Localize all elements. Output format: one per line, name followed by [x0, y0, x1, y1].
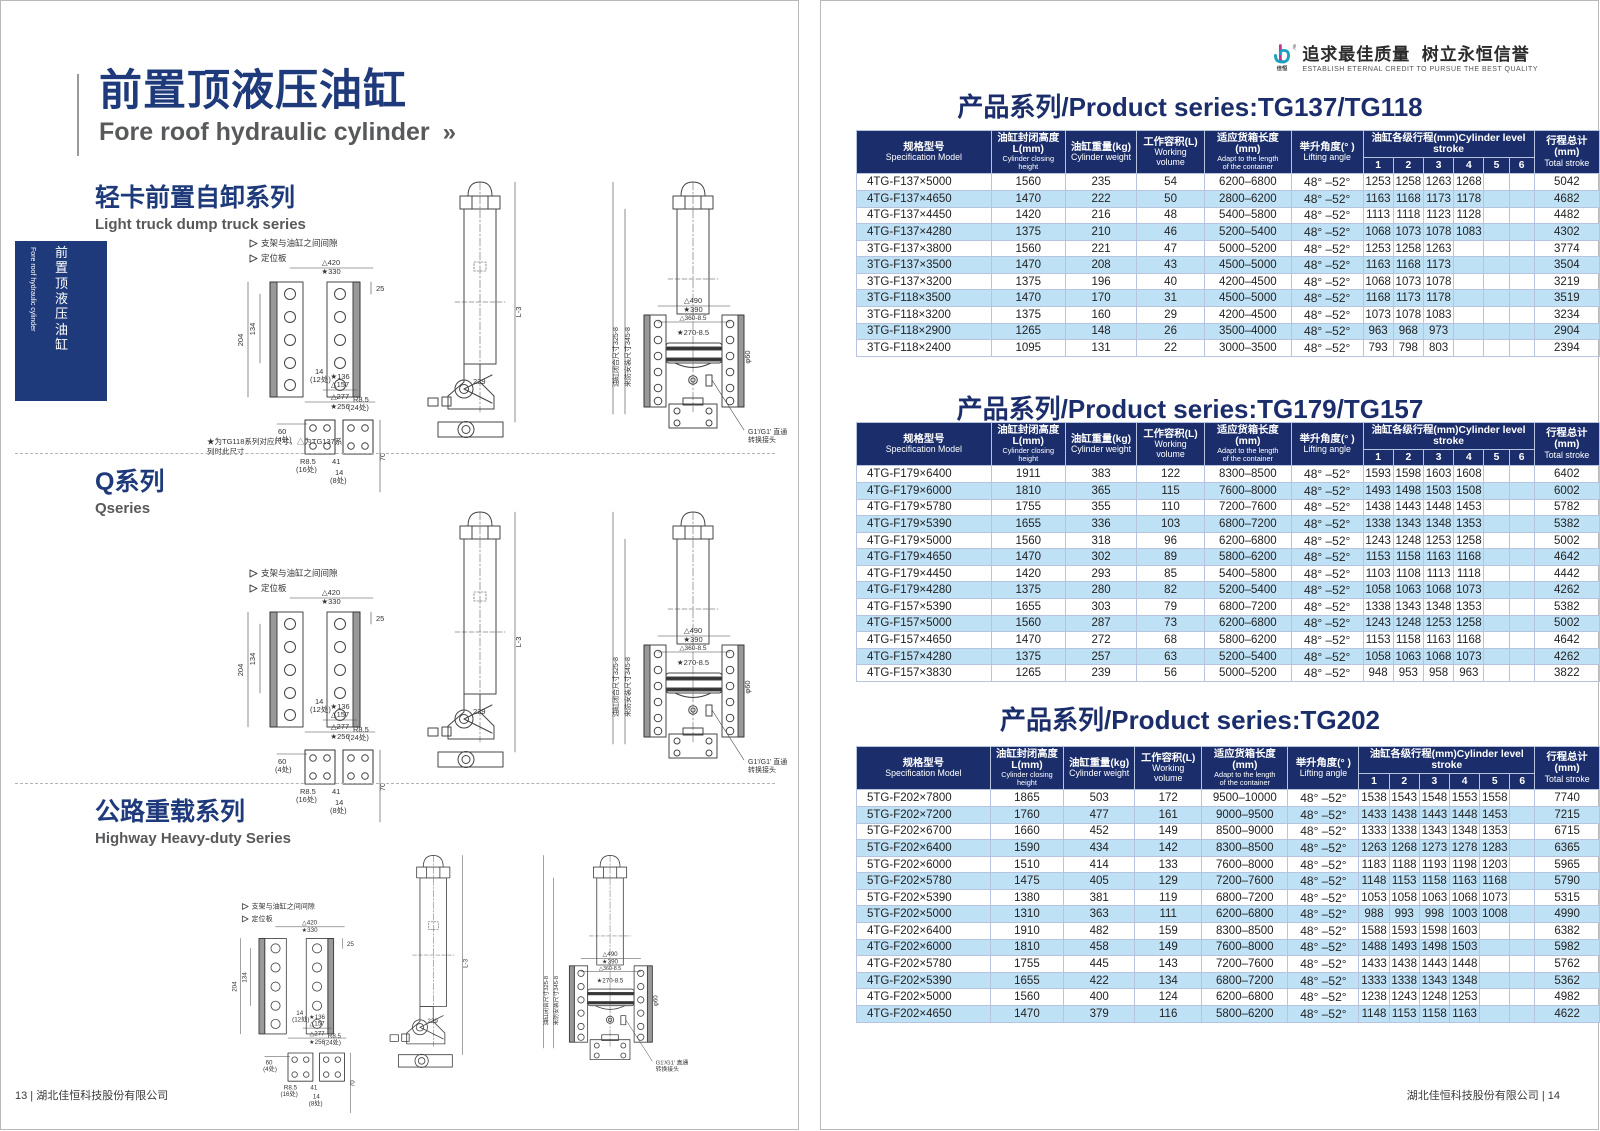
svg-text:来防安装尺寸345-8: 来防安装尺寸345-8 — [623, 327, 632, 387]
svg-text:★256: ★256 — [309, 1039, 325, 1046]
svg-text:△490: △490 — [684, 296, 702, 305]
svg-text:列时此尺寸: 列时此尺寸 — [207, 446, 245, 456]
svg-text:41: 41 — [332, 787, 340, 796]
svg-text:G1'/G1' 直通: G1'/G1' 直通 — [748, 427, 787, 436]
svg-text:△360-8.5: △360-8.5 — [599, 966, 621, 972]
svg-text:油缸闭合尺寸325-8: 油缸闭合尺寸325-8 — [542, 976, 550, 1026]
svg-text:(24处): (24处) — [348, 732, 369, 742]
svg-text:△277: △277 — [309, 1031, 325, 1038]
svg-text:油缸闭合尺寸325-8: 油缸闭合尺寸325-8 — [611, 657, 620, 717]
svg-text:定位板: 定位板 — [251, 914, 272, 923]
svg-text:(12处): (12处) — [310, 704, 331, 714]
svg-text:★270-8.5: ★270-8.5 — [597, 977, 624, 984]
svg-text:25: 25 — [376, 284, 384, 293]
svg-text:(4处): (4处) — [275, 764, 292, 774]
svg-text:★390: ★390 — [683, 635, 702, 644]
svg-text:支架与油缸之间间隙: 支架与油缸之间间隙 — [261, 238, 338, 248]
svg-text:★256: ★256 — [330, 732, 349, 741]
svg-text:25: 25 — [347, 941, 354, 948]
svg-text:★330: ★330 — [321, 597, 340, 606]
svg-text:(8处): (8处) — [309, 1099, 323, 1107]
svg-text:(12处): (12处) — [292, 1015, 309, 1023]
svg-text:△157: △157 — [331, 710, 349, 719]
svg-text:φ60: φ60 — [652, 995, 659, 1006]
svg-text:油缸闭合尺寸325-8: 油缸闭合尺寸325-8 — [611, 327, 620, 387]
svg-text:L-3: L-3 — [514, 307, 523, 318]
svg-text:★256: ★256 — [330, 402, 349, 411]
svg-text:134: 134 — [242, 972, 249, 983]
svg-text:(16处): (16处) — [281, 1090, 298, 1098]
svg-text:△277: △277 — [331, 392, 349, 401]
svg-text:L-3: L-3 — [462, 958, 469, 968]
svg-text:来防安装尺寸345-8: 来防安装尺寸345-8 — [623, 657, 632, 717]
svg-text:△360-8.5: △360-8.5 — [679, 645, 706, 652]
svg-text:70: 70 — [349, 1080, 356, 1087]
svg-text:★270-8.5: ★270-8.5 — [677, 328, 709, 337]
svg-text:(4处): (4处) — [263, 1065, 277, 1073]
svg-text:134: 134 — [248, 323, 257, 336]
svg-text:★330: ★330 — [302, 927, 318, 934]
svg-text:△490: △490 — [684, 626, 702, 635]
svg-text:定位板: 定位板 — [261, 583, 287, 593]
svg-text:△490: △490 — [602, 951, 618, 958]
svg-text:229: 229 — [473, 707, 486, 716]
svg-text:△420: △420 — [322, 258, 340, 267]
svg-text:★136: ★136 — [330, 702, 349, 711]
svg-text:转换接头: 转换接头 — [748, 765, 776, 774]
svg-text:定位板: 定位板 — [261, 253, 287, 263]
svg-text:204: 204 — [236, 334, 245, 347]
svg-text:(8处): (8处) — [330, 475, 347, 485]
svg-text:(16处): (16处) — [296, 464, 317, 474]
svg-text:®: ® — [1293, 43, 1296, 52]
svg-text:(8处): (8处) — [330, 805, 347, 815]
svg-text:★390: ★390 — [683, 305, 702, 314]
svg-text:G1'/G1' 直通: G1'/G1' 直通 — [656, 1059, 689, 1067]
svg-text:转换接头: 转换接头 — [656, 1065, 679, 1073]
svg-text:△360-8.5: △360-8.5 — [679, 315, 706, 322]
svg-text:★136: ★136 — [330, 372, 349, 381]
svg-text:25: 25 — [376, 614, 384, 623]
svg-text:204: 204 — [236, 664, 245, 677]
svg-text:转换接头: 转换接头 — [748, 435, 776, 444]
svg-text:229: 229 — [473, 377, 486, 386]
svg-text:204: 204 — [232, 981, 239, 992]
svg-text:70: 70 — [378, 783, 387, 791]
svg-text:支架与油缸之间间隙: 支架与油缸之间间隙 — [261, 568, 338, 578]
svg-text:△420: △420 — [322, 588, 340, 597]
svg-text:(16处): (16处) — [296, 794, 317, 804]
svg-text:★136: ★136 — [309, 1014, 325, 1021]
svg-text:(12处): (12处) — [310, 374, 331, 384]
svg-text:φ60: φ60 — [743, 680, 752, 693]
svg-text:★330: ★330 — [321, 267, 340, 276]
svg-text:(24处): (24处) — [348, 402, 369, 412]
svg-text:134: 134 — [248, 653, 257, 666]
svg-text:41: 41 — [332, 457, 340, 466]
svg-text:△157: △157 — [309, 1021, 325, 1028]
svg-text:229: 229 — [427, 1018, 438, 1025]
svg-text:佳恒: 佳恒 — [1277, 64, 1288, 71]
svg-text:41: 41 — [310, 1085, 317, 1092]
svg-text:★270-8.5: ★270-8.5 — [677, 658, 709, 667]
svg-text:★为TG118系列对应尺寸，△为TG137系: ★为TG118系列对应尺寸，△为TG137系 — [207, 436, 343, 446]
svg-text:支架与油缸之间间隙: 支架与油缸之间间隙 — [251, 902, 314, 911]
svg-text:G1'/G1' 直通: G1'/G1' 直通 — [748, 757, 787, 766]
svg-text:来防安装尺寸345-8: 来防安装尺寸345-8 — [552, 976, 560, 1026]
svg-text:φ60: φ60 — [743, 350, 752, 363]
svg-text:(24处): (24处) — [324, 1039, 341, 1047]
svg-text:△277: △277 — [331, 722, 349, 731]
svg-text:70: 70 — [378, 453, 387, 461]
svg-text:L-3: L-3 — [514, 637, 523, 648]
svg-text:△420: △420 — [302, 919, 318, 926]
svg-text:△157: △157 — [331, 380, 349, 389]
svg-text:★390: ★390 — [602, 958, 618, 965]
